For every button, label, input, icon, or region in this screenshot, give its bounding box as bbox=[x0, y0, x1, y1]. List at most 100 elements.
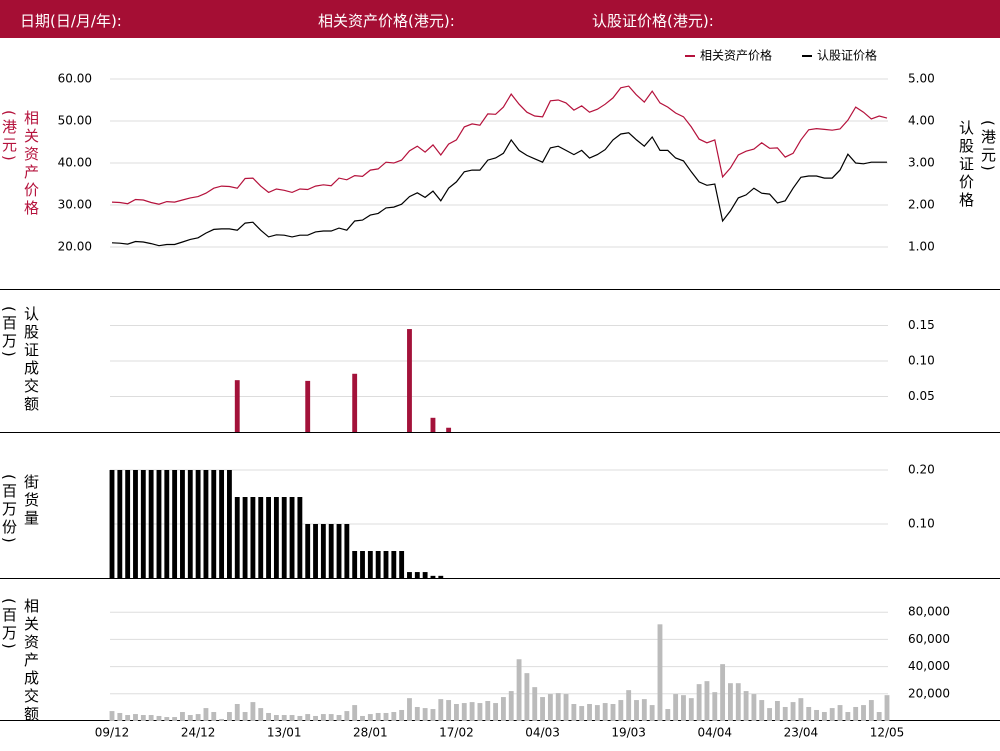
bar bbox=[837, 705, 843, 721]
bar bbox=[148, 470, 154, 578]
bar bbox=[383, 712, 389, 721]
x-tick-label: 24/12 bbox=[181, 726, 216, 740]
underlying-label: 相关资产价格(港元): bbox=[318, 12, 455, 30]
y-axis-label: 认股证成交额(百万) bbox=[0, 306, 40, 414]
bar bbox=[532, 687, 538, 721]
bar bbox=[540, 697, 545, 721]
bar bbox=[500, 697, 506, 721]
bar bbox=[180, 470, 185, 578]
bar bbox=[203, 470, 209, 578]
bar bbox=[696, 684, 702, 721]
bar bbox=[555, 693, 561, 721]
bar bbox=[391, 712, 397, 721]
x-tick-label: 19/03 bbox=[611, 726, 646, 740]
tick-label: 2.00 bbox=[908, 198, 935, 212]
tick-label: 0.05 bbox=[908, 389, 935, 403]
bar bbox=[641, 699, 647, 721]
bar bbox=[571, 704, 577, 721]
bar bbox=[140, 715, 146, 721]
bar bbox=[422, 572, 428, 578]
series-line bbox=[111, 132, 887, 247]
bar bbox=[626, 690, 632, 721]
tick-label: 80,000 bbox=[908, 605, 950, 619]
bar bbox=[140, 470, 146, 578]
bar bbox=[234, 380, 240, 432]
bar bbox=[547, 694, 553, 721]
bar bbox=[477, 703, 483, 721]
bar bbox=[688, 698, 694, 721]
bar bbox=[352, 373, 358, 432]
tick-label: 60.00 bbox=[58, 72, 92, 86]
tick-label: 20,000 bbox=[908, 686, 950, 700]
bar bbox=[673, 694, 679, 721]
bar bbox=[360, 715, 365, 721]
bar bbox=[829, 708, 835, 721]
bar bbox=[328, 524, 334, 578]
bar bbox=[430, 417, 436, 432]
legend-label: 认股证价格 bbox=[817, 48, 877, 63]
bar bbox=[266, 712, 271, 721]
x-tick-label: 17/02 bbox=[439, 726, 474, 740]
bar bbox=[297, 497, 303, 578]
bar bbox=[320, 714, 326, 721]
bar bbox=[767, 708, 773, 721]
bar bbox=[289, 715, 295, 721]
bar bbox=[602, 703, 608, 721]
bar bbox=[305, 380, 311, 432]
bar bbox=[336, 715, 342, 721]
bar bbox=[266, 497, 271, 578]
y-axis-label: 街货量(百万份) bbox=[0, 474, 40, 546]
bar bbox=[117, 470, 123, 578]
bar bbox=[508, 691, 514, 721]
bar bbox=[587, 704, 592, 721]
bar bbox=[195, 714, 201, 721]
bar bbox=[579, 706, 585, 721]
bar bbox=[172, 470, 178, 578]
bar bbox=[391, 551, 397, 578]
bar bbox=[461, 703, 467, 721]
bar bbox=[133, 714, 138, 721]
bar bbox=[845, 712, 851, 721]
bar bbox=[156, 470, 162, 578]
bar bbox=[180, 712, 185, 721]
bar bbox=[399, 551, 405, 578]
bar bbox=[774, 701, 780, 721]
bar bbox=[446, 427, 452, 432]
bar bbox=[798, 698, 804, 721]
bar bbox=[125, 470, 131, 578]
bar bbox=[219, 470, 225, 578]
bar bbox=[743, 691, 749, 721]
tick-label: 30.00 bbox=[58, 198, 92, 212]
bar bbox=[164, 470, 170, 578]
bar bbox=[117, 712, 123, 721]
bar bbox=[211, 712, 217, 721]
bar bbox=[790, 702, 796, 721]
bar bbox=[211, 470, 217, 578]
bar bbox=[876, 712, 882, 721]
bar bbox=[422, 708, 428, 721]
bar bbox=[657, 624, 663, 721]
bar bbox=[375, 551, 381, 578]
x-tick-label: 04/04 bbox=[697, 726, 732, 740]
bar bbox=[383, 551, 389, 578]
bar bbox=[281, 497, 287, 578]
x-tick-label: 13/01 bbox=[267, 726, 302, 740]
bar bbox=[187, 715, 193, 721]
bar bbox=[125, 715, 131, 721]
bar bbox=[172, 717, 178, 721]
bar bbox=[344, 711, 350, 721]
bar bbox=[454, 704, 459, 721]
bar bbox=[430, 709, 436, 721]
bar bbox=[681, 695, 686, 721]
bar bbox=[242, 497, 248, 578]
tick-label: 3.00 bbox=[908, 156, 935, 170]
bar bbox=[367, 551, 373, 578]
y-axis-label: 相关资产成交额(百万) bbox=[0, 598, 40, 724]
bar bbox=[352, 705, 358, 721]
bar bbox=[281, 715, 287, 721]
bar bbox=[594, 705, 600, 721]
bar bbox=[109, 470, 115, 578]
bar bbox=[187, 470, 193, 578]
tick-label: 50.00 bbox=[58, 114, 92, 128]
